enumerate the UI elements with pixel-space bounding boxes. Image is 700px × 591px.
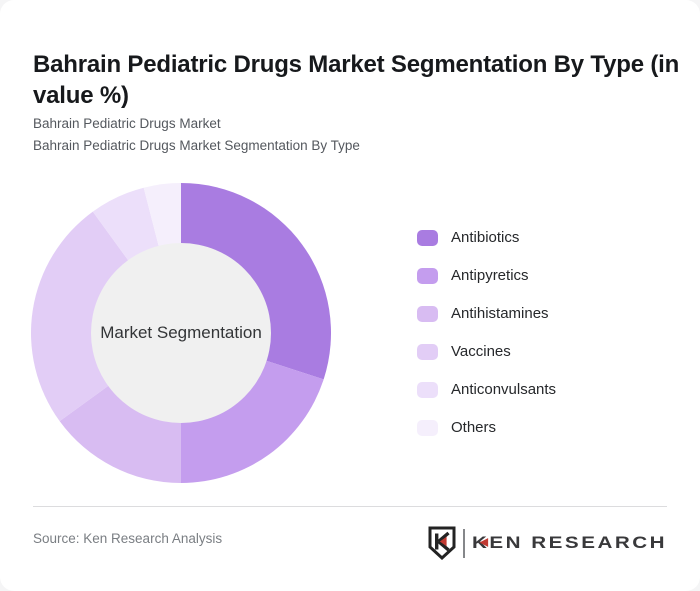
donut-svg bbox=[31, 183, 331, 483]
donut-chart: Market Segmentation bbox=[31, 183, 331, 483]
legend-swatch bbox=[417, 382, 438, 398]
legend-item-antibiotics[interactable]: Antibiotics bbox=[417, 230, 556, 246]
legend-swatch bbox=[417, 420, 438, 436]
legend-item-others[interactable]: Others bbox=[417, 420, 556, 436]
wordmark-rest: EN RESEARCH bbox=[489, 534, 668, 552]
legend-swatch bbox=[417, 344, 438, 360]
legend-label: Others bbox=[451, 419, 497, 436]
wordmark-k: K bbox=[472, 534, 490, 552]
legend-swatch bbox=[417, 230, 438, 246]
legend-item-antipyretics[interactable]: Antipyretics bbox=[417, 268, 556, 284]
legend-item-vaccines[interactable]: Vaccines bbox=[417, 344, 556, 360]
legend-item-antihistamines[interactable]: Antihistamines bbox=[417, 306, 556, 322]
legend-swatch bbox=[417, 306, 438, 322]
shield-red-arrow-icon bbox=[439, 536, 447, 547]
donut-center bbox=[91, 243, 271, 423]
legend-swatch bbox=[417, 268, 438, 284]
legend-label: Vaccines bbox=[451, 343, 511, 360]
footer-divider bbox=[33, 506, 667, 507]
legend-label: Antipyretics bbox=[451, 267, 529, 284]
ken-research-logo: K EN RESEARCH bbox=[427, 524, 668, 562]
legend-label: Anticonvulsants bbox=[451, 381, 557, 398]
logo-wordmark: K EN RESEARCH bbox=[472, 532, 668, 554]
ken-research-shield-icon bbox=[428, 526, 456, 560]
logo-separator bbox=[463, 528, 465, 558]
chart-subtitle: Bahrain Pediatric Drugs Market Bahrain P… bbox=[33, 113, 360, 156]
source-text: Source: Ken Research Analysis bbox=[33, 531, 223, 546]
legend-label: Antibiotics bbox=[451, 229, 520, 246]
legend-label: Antihistamines bbox=[451, 305, 549, 322]
legend: Antibiotics Antipyretics Antihistamines Vac… bbox=[417, 230, 556, 458]
subtitle-line-1: Bahrain Pediatric Drugs Market bbox=[33, 116, 221, 131]
subtitle-line-2: Bahrain Pediatric Drugs Market Segmentat… bbox=[33, 137, 360, 153]
legend-item-anticonvulsants[interactable]: Anticonvulsants bbox=[417, 382, 556, 398]
chart-title: Bahrain Pediatric Drugs Market Segmentat… bbox=[33, 51, 680, 110]
